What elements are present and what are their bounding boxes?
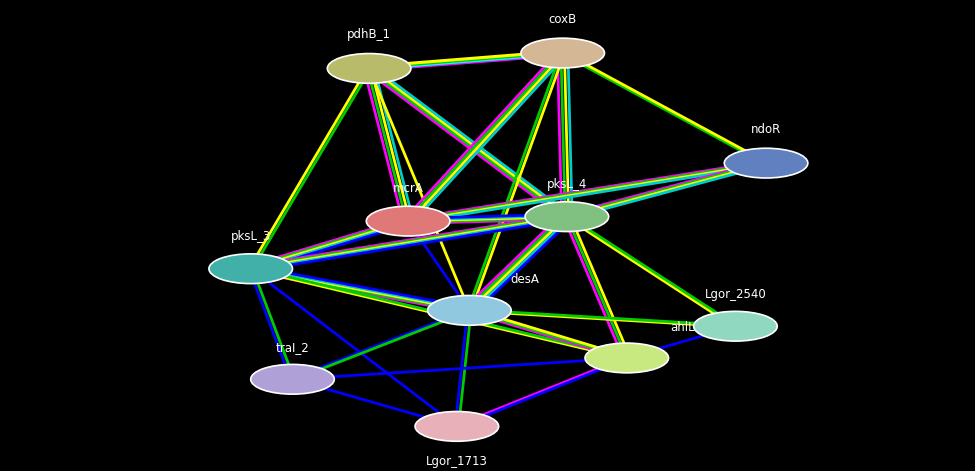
Circle shape: [251, 365, 334, 394]
Text: mcrA: mcrA: [393, 182, 423, 195]
Circle shape: [428, 295, 511, 325]
Text: traI_2: traI_2: [276, 341, 309, 355]
Circle shape: [367, 206, 449, 236]
Circle shape: [415, 412, 498, 441]
Circle shape: [521, 38, 604, 68]
Circle shape: [585, 343, 669, 373]
Text: ndoR: ndoR: [751, 123, 781, 136]
Circle shape: [526, 202, 608, 232]
Text: Lgor_1713: Lgor_1713: [426, 455, 488, 468]
Text: ahlL: ahlL: [670, 321, 695, 334]
Text: pksL_4: pksL_4: [547, 178, 587, 191]
Text: pdhB_1: pdhB_1: [347, 28, 391, 41]
Circle shape: [724, 148, 808, 178]
Text: coxB: coxB: [549, 13, 577, 26]
Circle shape: [693, 311, 777, 341]
Text: Lgor_2540: Lgor_2540: [705, 288, 766, 301]
Text: desA: desA: [511, 273, 539, 285]
Text: pksL_3: pksL_3: [231, 230, 271, 243]
Circle shape: [328, 54, 410, 83]
Circle shape: [209, 254, 292, 284]
